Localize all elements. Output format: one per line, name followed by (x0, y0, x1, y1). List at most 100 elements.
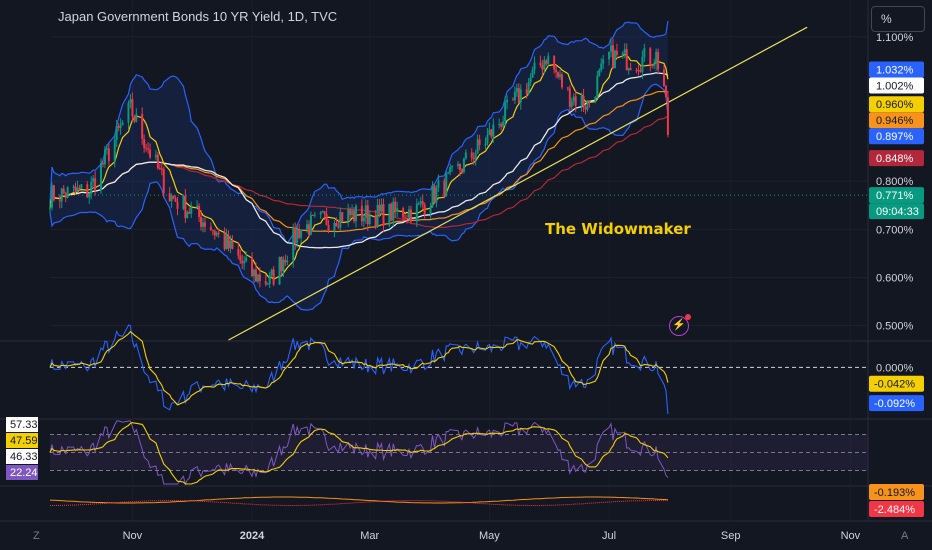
auto-scale-button[interactable]: A (901, 530, 909, 542)
candle-body (245, 257, 248, 262)
candle-body (374, 215, 377, 227)
scale-mode-button[interactable]: % (871, 6, 925, 32)
candle-body (574, 96, 577, 106)
candle-body (223, 233, 226, 250)
candle-body (559, 74, 562, 77)
candle-body (231, 240, 234, 249)
candle-body (447, 172, 450, 174)
price-label: 0.960% (876, 99, 914, 111)
candle-body (390, 203, 393, 221)
candle-body (117, 126, 120, 128)
candle-body (298, 229, 301, 238)
candle-body (490, 129, 493, 137)
candle-body (511, 99, 514, 101)
candle-body (543, 60, 546, 70)
candle-body (419, 201, 422, 204)
candle-body (627, 68, 630, 71)
candle-body (655, 51, 658, 64)
candle-body (368, 215, 371, 225)
price-label: 0.771% (876, 190, 914, 202)
candle-body (366, 205, 369, 225)
candle-body (476, 139, 479, 154)
candle-body (168, 193, 171, 202)
candle-body (286, 260, 289, 263)
ma-yellow-line (49, 53, 669, 281)
candle-body (541, 65, 544, 70)
candle-body (80, 184, 83, 189)
candle-body (215, 232, 218, 236)
price-label-box (869, 150, 924, 167)
candle-body (615, 50, 618, 56)
candle-body (376, 204, 379, 227)
y-tick-label: 0.800% (876, 176, 914, 188)
candle-body (445, 173, 448, 196)
candle-body (553, 55, 556, 70)
candle-body (339, 212, 342, 228)
candle-body (145, 147, 148, 149)
candle-body (623, 49, 626, 54)
candle-body (305, 224, 308, 230)
candle-body (143, 139, 146, 148)
price-label: 1.032% (876, 65, 914, 77)
candle-body (50, 185, 53, 208)
candle-body (101, 163, 104, 165)
price-label: 1.002% (876, 81, 914, 93)
candle-body (588, 100, 591, 102)
rsi-label: 57.33 (10, 419, 38, 431)
candle-body (76, 187, 79, 192)
candle-body (431, 185, 434, 207)
candle-body (460, 170, 463, 173)
candle-body (141, 113, 144, 140)
price-label-box (869, 128, 924, 145)
candle-body (237, 248, 240, 256)
price-label: 0.848% (876, 153, 914, 165)
ma-white-line (49, 72, 669, 249)
candle-body (529, 77, 532, 83)
candle-body (555, 69, 558, 73)
lightning-alert-icon[interactable]: ⚡ (669, 314, 691, 336)
candle-body (433, 185, 436, 203)
candle-body (470, 152, 473, 158)
price-label-box (869, 203, 924, 220)
candle-body (594, 96, 597, 102)
candle-body (443, 180, 446, 196)
candle-body (154, 154, 157, 158)
candle-body (584, 107, 587, 110)
candle-body (88, 193, 91, 198)
price-label: 0.897% (876, 131, 914, 143)
candle-body (598, 70, 601, 76)
candle-body (325, 214, 328, 226)
candle-body (417, 203, 420, 205)
candle-body (625, 49, 628, 71)
candle-body (409, 209, 412, 222)
x-tick-label: Nov (123, 530, 143, 542)
rsi-label-box (6, 433, 38, 448)
candle-body (172, 195, 175, 199)
widowmaker-annotation: The Widowmaker (545, 220, 691, 238)
candle-body (49, 207, 51, 209)
notification-dot (685, 314, 691, 320)
zoom-icon[interactable]: Z (33, 530, 40, 542)
oscillator-fast-line (49, 324, 669, 415)
candle-body (213, 230, 216, 236)
candle-body (337, 226, 340, 228)
candle-body (323, 211, 326, 215)
candle-body (506, 99, 509, 103)
candle-body (486, 134, 489, 144)
candle-body (437, 180, 440, 188)
candle-body (364, 205, 367, 218)
candle-body (307, 224, 310, 235)
candle-body (258, 274, 261, 282)
price-label-box (869, 112, 924, 129)
candle-body (186, 211, 189, 218)
candle-body (270, 269, 273, 276)
candle-body (198, 205, 201, 217)
candle-body (266, 283, 269, 285)
candle-body (458, 163, 461, 171)
candle-body (635, 69, 638, 71)
rsi-line (49, 420, 669, 486)
candle-body (188, 211, 191, 214)
price-label-box (869, 187, 924, 204)
